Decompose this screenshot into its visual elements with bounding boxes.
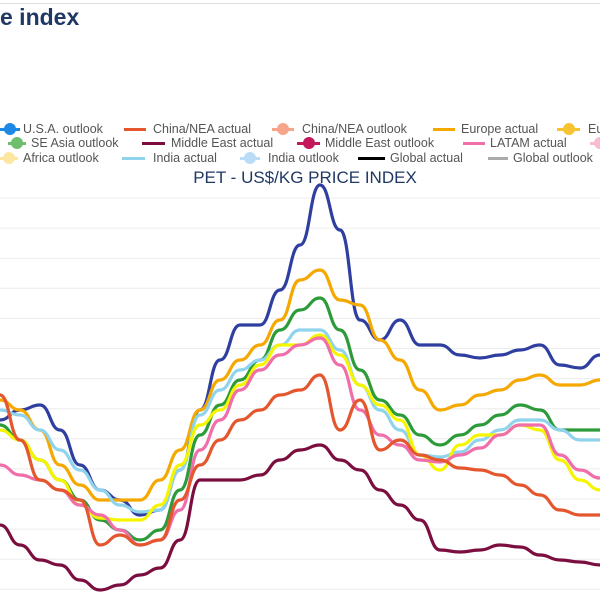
legend-label[interactable]: India actual bbox=[153, 151, 217, 165]
legend-marker-icon[interactable] bbox=[557, 122, 580, 136]
legend-line-icon[interactable] bbox=[122, 151, 145, 165]
legend-marker-icon[interactable] bbox=[0, 122, 20, 136]
legend-label[interactable]: U.S.A. outlook bbox=[23, 122, 103, 136]
legend-line-icon[interactable] bbox=[488, 151, 508, 165]
legend-marker-icon[interactable] bbox=[8, 136, 26, 150]
legend-label[interactable]: Middle East outlook bbox=[325, 136, 435, 150]
series-line-5 bbox=[0, 336, 600, 547]
legend-label[interactable]: Global outlook bbox=[513, 151, 593, 165]
series-line-2 bbox=[0, 296, 600, 542]
legend-label[interactable]: India outlook bbox=[268, 151, 339, 165]
legend-label[interactable]: Europe actual bbox=[461, 122, 539, 136]
legend-label[interactable]: LATAM actual bbox=[490, 136, 567, 150]
legend-label[interactable]: Eu bbox=[588, 122, 600, 136]
legend-label[interactable]: Africa outlook bbox=[23, 151, 99, 165]
series-line-1 bbox=[0, 268, 600, 502]
legend-marker-icon[interactable] bbox=[297, 136, 320, 150]
top-divider bbox=[0, 3, 600, 4]
page-heading: e index bbox=[0, 4, 80, 30]
legend-label[interactable]: SE Asia outlook bbox=[31, 136, 119, 150]
legend-line-icon[interactable] bbox=[463, 136, 485, 150]
legend-label[interactable]: Global actual bbox=[390, 151, 463, 165]
legend-line-icon[interactable] bbox=[358, 151, 385, 165]
legend-label[interactable]: Middle East actual bbox=[171, 136, 274, 150]
chart-title: PET - US$/KG PRICE INDEX bbox=[193, 168, 417, 187]
series-line-0 bbox=[0, 183, 600, 517]
legend-marker-icon[interactable] bbox=[590, 136, 600, 150]
legend-marker-icon[interactable] bbox=[0, 151, 18, 165]
legend-line-icon[interactable] bbox=[124, 122, 146, 136]
legend-marker-icon[interactable] bbox=[272, 122, 294, 136]
series-line-7 bbox=[0, 443, 600, 592]
legend-line-icon[interactable] bbox=[142, 136, 165, 150]
legend-marker-icon[interactable] bbox=[240, 151, 260, 165]
legend-line-icon[interactable] bbox=[433, 122, 455, 136]
legend-label[interactable]: China/NEA actual bbox=[153, 122, 251, 136]
series-line-6 bbox=[0, 373, 600, 547]
legend-label[interactable]: China/NEA outlook bbox=[302, 122, 407, 136]
series-line-3 bbox=[0, 328, 600, 514]
